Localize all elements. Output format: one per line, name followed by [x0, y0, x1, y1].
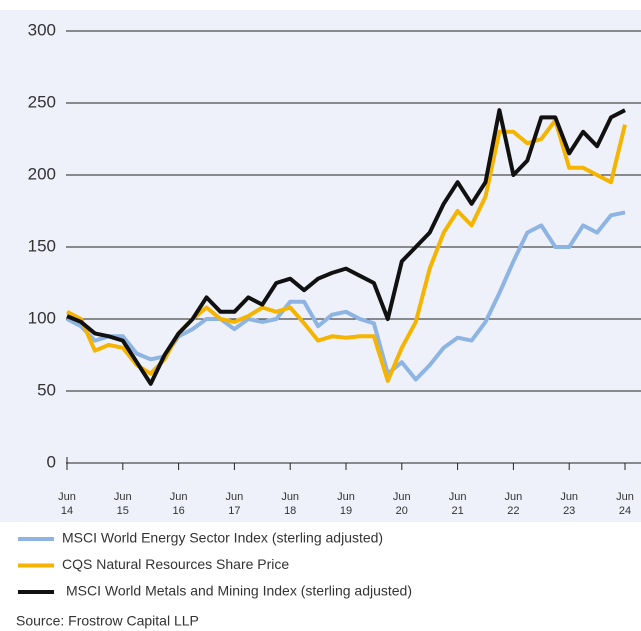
y-tick-label: 150: [28, 236, 56, 255]
x-tick-label: Jun 18: [281, 491, 299, 517]
y-tick-label: 50: [37, 380, 56, 399]
y-tick-label: 100: [28, 308, 56, 327]
x-tick-label: Jun 16: [170, 491, 188, 517]
x-tick-label: Jun 15: [114, 491, 132, 517]
x-tick-label: Jun 20: [393, 491, 411, 517]
x-tick-label: Jun 22: [505, 491, 523, 517]
x-tick-label: Jun 21: [449, 491, 467, 517]
y-tick-label: 250: [28, 92, 56, 111]
x-tick-label: Jun 19: [337, 491, 355, 517]
plot-background: [0, 10, 641, 522]
y-tick-label: 200: [28, 164, 56, 183]
source: Source: Frostrow Capital LLP: [16, 613, 199, 629]
series-line: [66, 108, 626, 386]
x-tick-label: Jun 24: [616, 491, 634, 517]
x-tick-label: Jun 14: [58, 491, 76, 517]
series-line: [66, 210, 626, 382]
legend-label: CQS Natural Resources Share Price: [62, 556, 289, 572]
legend-label: MSCI World Energy Sector Index (sterling…: [62, 530, 383, 546]
legend-label: MSCI World Metals and Mining Index (ster…: [66, 583, 412, 599]
x-tick-label: Jun 23: [560, 491, 578, 517]
y-tick-label: 0: [47, 452, 56, 471]
x-tick-label: Jun 17: [226, 491, 244, 517]
y-tick-label: 300: [28, 20, 56, 39]
